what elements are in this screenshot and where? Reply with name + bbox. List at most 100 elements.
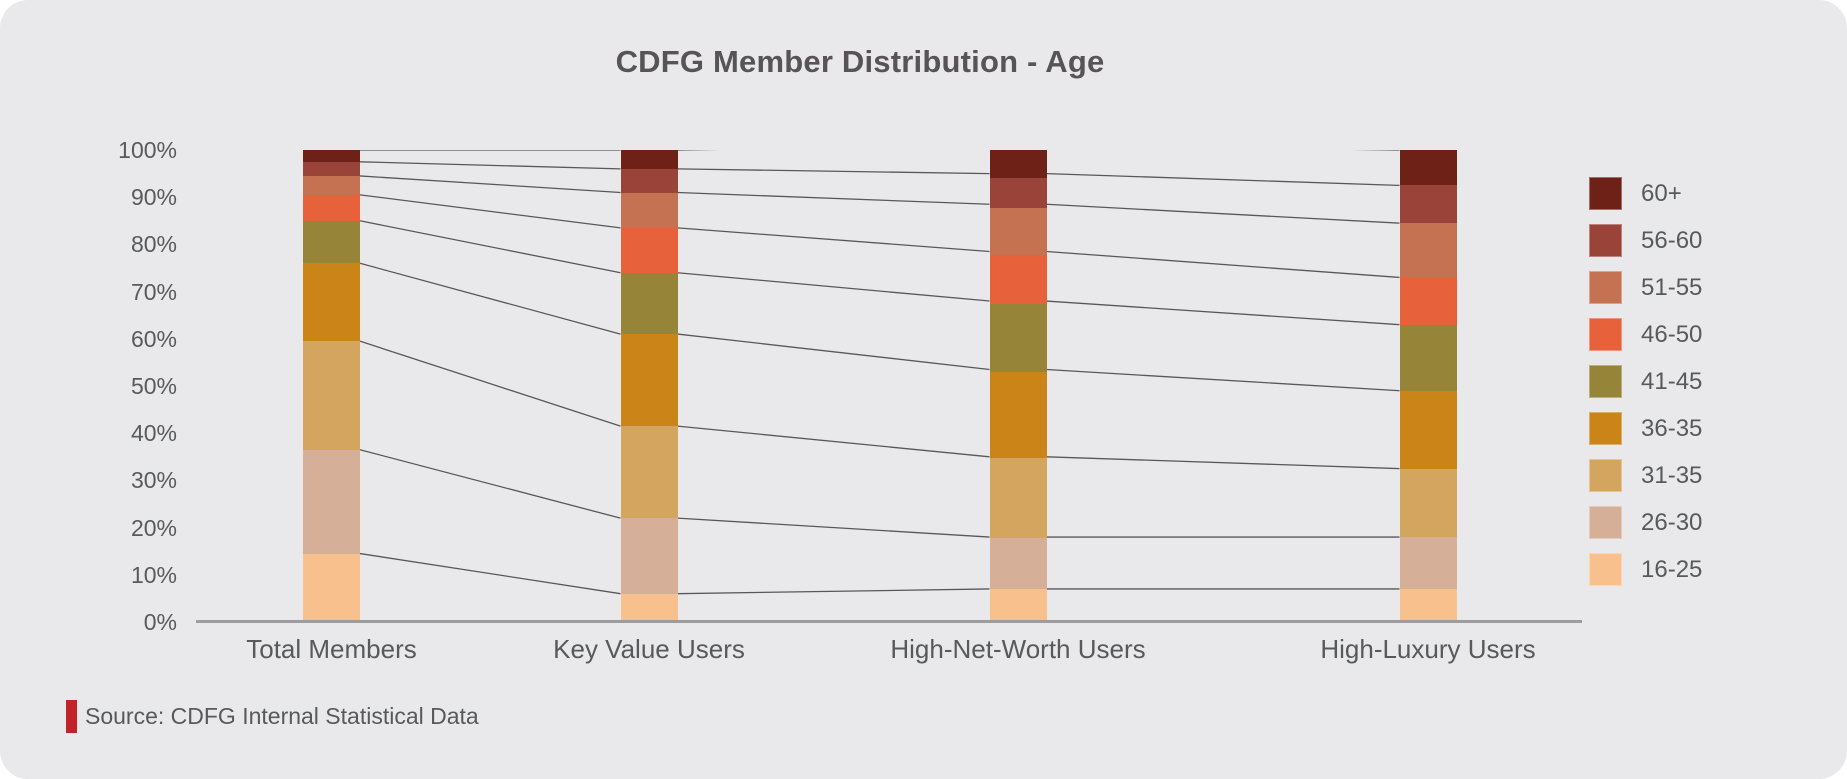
- bar-segment-60plus: [989, 150, 1047, 179]
- legend-label: 16-25: [1641, 555, 1703, 583]
- legend-label: 46-50: [1641, 320, 1703, 348]
- chart-title: CDFG Member Distribution - Age: [615, 44, 1105, 79]
- legend-item-60plus: 60+: [1589, 177, 1702, 210]
- bar-segment-41-45: [1399, 324, 1457, 391]
- connector-line: [677, 588, 990, 595]
- legend-label: 56-60: [1641, 226, 1703, 254]
- category-label: High-Net-Worth Users: [890, 634, 1146, 664]
- bar-segment-16-25: [1399, 588, 1457, 622]
- bar-segment-31-35: [620, 426, 678, 519]
- y-tick-label: 80%: [130, 231, 177, 258]
- y-tick-label: 60%: [130, 325, 177, 352]
- bar-segment-60plus: [303, 150, 360, 162]
- legend-item-31-35: 31-35: [1589, 459, 1702, 492]
- y-tick-label: 100%: [118, 137, 177, 163]
- x-axis-line: [196, 620, 1582, 623]
- y-tick-label: 50%: [130, 373, 177, 399]
- category-label: High-Luxury Users: [1320, 634, 1536, 664]
- connector-line: [1046, 203, 1400, 224]
- connector-line: [359, 194, 621, 229]
- legend-label: 60+: [1641, 179, 1682, 207]
- bar-segment-56-60: [989, 178, 1047, 209]
- connector-line: [359, 220, 621, 274]
- legend-item-36-35: 36-35: [1589, 412, 1702, 445]
- y-tick-label: 30%: [130, 467, 177, 494]
- source-note: Source: CDFG Internal Statistical Data: [66, 700, 479, 733]
- connector-line: [359, 340, 621, 427]
- stacked-bar-high-luxury-users: [1399, 150, 1457, 622]
- bar-segment-51-55: [620, 192, 678, 228]
- bar-segment-51-55: [303, 176, 360, 195]
- bar-segment-26-30: [303, 449, 360, 554]
- legend-swatch: [1589, 553, 1622, 586]
- legend: 60+ 56-60 51-55 46-50 41-45 36-35 31-35 26-30 16…: [1589, 177, 1702, 600]
- bar-segment-46-50: [1399, 277, 1457, 325]
- legend-swatch: [1589, 224, 1622, 257]
- connector-line: [359, 262, 621, 335]
- connector-line: [1046, 172, 1400, 187]
- legend-swatch: [1589, 177, 1622, 210]
- bar-segment-36-35: [989, 371, 1047, 459]
- bar-segment-26-30: [620, 518, 678, 594]
- legend-label: 36-35: [1641, 414, 1703, 442]
- connector-line: [1046, 456, 1400, 470]
- legend-item-46-50: 46-50: [1589, 318, 1702, 351]
- connector-line: [359, 175, 621, 194]
- bar-segment-16-25: [620, 593, 678, 622]
- legend-item-56-60: 56-60: [1589, 224, 1702, 257]
- connector-line: [677, 191, 990, 205]
- stacked-bar-high-net-worth-users: [989, 150, 1047, 622]
- legend-swatch: [1589, 459, 1622, 492]
- bar-segment-31-35: [989, 458, 1047, 538]
- legend-swatch: [1589, 271, 1622, 304]
- connector-line: [677, 272, 990, 302]
- connector-line: [677, 168, 990, 175]
- legend-label: 26-30: [1641, 508, 1703, 536]
- connector-line: [677, 227, 990, 253]
- bar-segment-51-55: [989, 208, 1047, 256]
- series-connector-lines: [359, 150, 1400, 595]
- bar-segment-41-45: [989, 304, 1047, 372]
- y-tick-label: 20%: [130, 514, 177, 541]
- connector-line: [1046, 368, 1400, 392]
- legend-swatch: [1589, 365, 1622, 398]
- bar-segment-46-50: [620, 227, 678, 273]
- legend-item-26-30: 26-30: [1589, 506, 1702, 539]
- bar-segment-36-35: [303, 263, 360, 342]
- connector-line: [1046, 250, 1400, 279]
- bar-segment-31-35: [303, 341, 360, 450]
- bar-segment-46-50: [989, 255, 1047, 305]
- bar-segment-31-35: [1399, 468, 1457, 538]
- legend-item-16-25: 16-25: [1589, 553, 1702, 586]
- y-tick-label: 70%: [130, 278, 177, 305]
- bar-segment-26-30: [989, 537, 1047, 590]
- legend-label: 51-55: [1641, 273, 1703, 301]
- connector-line: [359, 161, 621, 170]
- connector-line: [677, 425, 990, 458]
- category-label: Key Value Users: [553, 634, 745, 664]
- bar-segment-16-25: [303, 553, 360, 622]
- category-label: Total Members: [246, 634, 417, 664]
- stacked-bar-total-members: [303, 150, 360, 622]
- y-tick-label: 10%: [130, 561, 177, 588]
- stacked-bar-key-value-users: [620, 150, 678, 622]
- source-accent-bar: [66, 700, 77, 733]
- connector-line: [359, 449, 621, 519]
- legend-label: 31-35: [1641, 461, 1703, 489]
- connector-line: [677, 333, 990, 371]
- y-tick-label: 0%: [143, 609, 177, 635]
- legend-swatch: [1589, 318, 1622, 351]
- bar-segment-36-35: [1399, 390, 1457, 469]
- bar-segment-36-35: [620, 334, 678, 427]
- connector-line: [677, 517, 990, 538]
- plot-area: [200, 150, 1580, 622]
- bar-segment-56-60: [1399, 185, 1457, 224]
- legend-swatch: [1589, 412, 1622, 445]
- bar-segment-26-30: [1399, 537, 1457, 589]
- y-tick-label: 90%: [130, 184, 177, 211]
- bar-segment-56-60: [620, 168, 678, 193]
- bar-segment-46-50: [303, 194, 360, 221]
- legend-item-51-55: 51-55: [1589, 271, 1702, 304]
- legend-swatch: [1589, 506, 1622, 539]
